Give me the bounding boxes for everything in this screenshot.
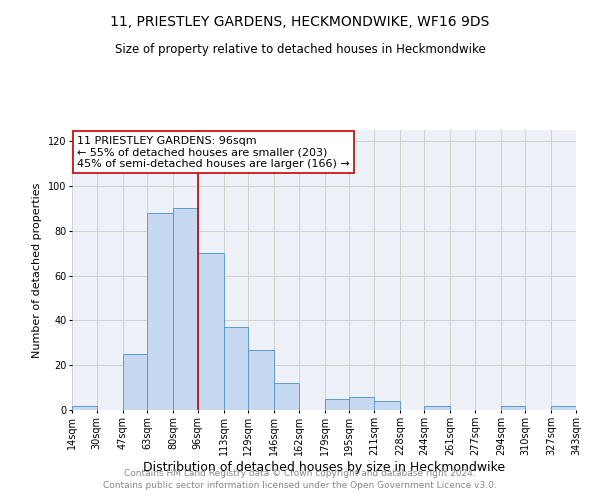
Bar (501, 406, 526, 410)
Text: Contains public sector information licensed under the Open Government Licence v3: Contains public sector information licen… (103, 481, 497, 490)
Bar (197, 253, 224, 410)
Bar (424, 406, 451, 410)
Bar (72, 406, 97, 410)
Bar (551, 406, 576, 410)
Bar (274, 383, 299, 410)
Bar (349, 396, 374, 410)
Bar (325, 399, 349, 410)
Bar (173, 208, 197, 410)
Text: 11 PRIESTLEY GARDENS: 96sqm
← 55% of detached houses are smaller (203)
45% of se: 11 PRIESTLEY GARDENS: 96sqm ← 55% of det… (77, 136, 350, 169)
Bar (248, 350, 274, 410)
Bar (374, 401, 400, 410)
Bar (224, 327, 248, 410)
Text: Contains HM Land Registry data © Crown copyright and database right 2024.: Contains HM Land Registry data © Crown c… (124, 468, 476, 477)
Text: Size of property relative to detached houses in Heckmondwike: Size of property relative to detached ho… (115, 42, 485, 56)
X-axis label: Distribution of detached houses by size in Heckmondwike: Distribution of detached houses by size … (143, 460, 505, 473)
Y-axis label: Number of detached properties: Number of detached properties (32, 182, 43, 358)
Bar (147, 213, 173, 410)
Text: 11, PRIESTLEY GARDENS, HECKMONDWIKE, WF16 9DS: 11, PRIESTLEY GARDENS, HECKMONDWIKE, WF1… (110, 15, 490, 29)
Bar (122, 354, 147, 410)
